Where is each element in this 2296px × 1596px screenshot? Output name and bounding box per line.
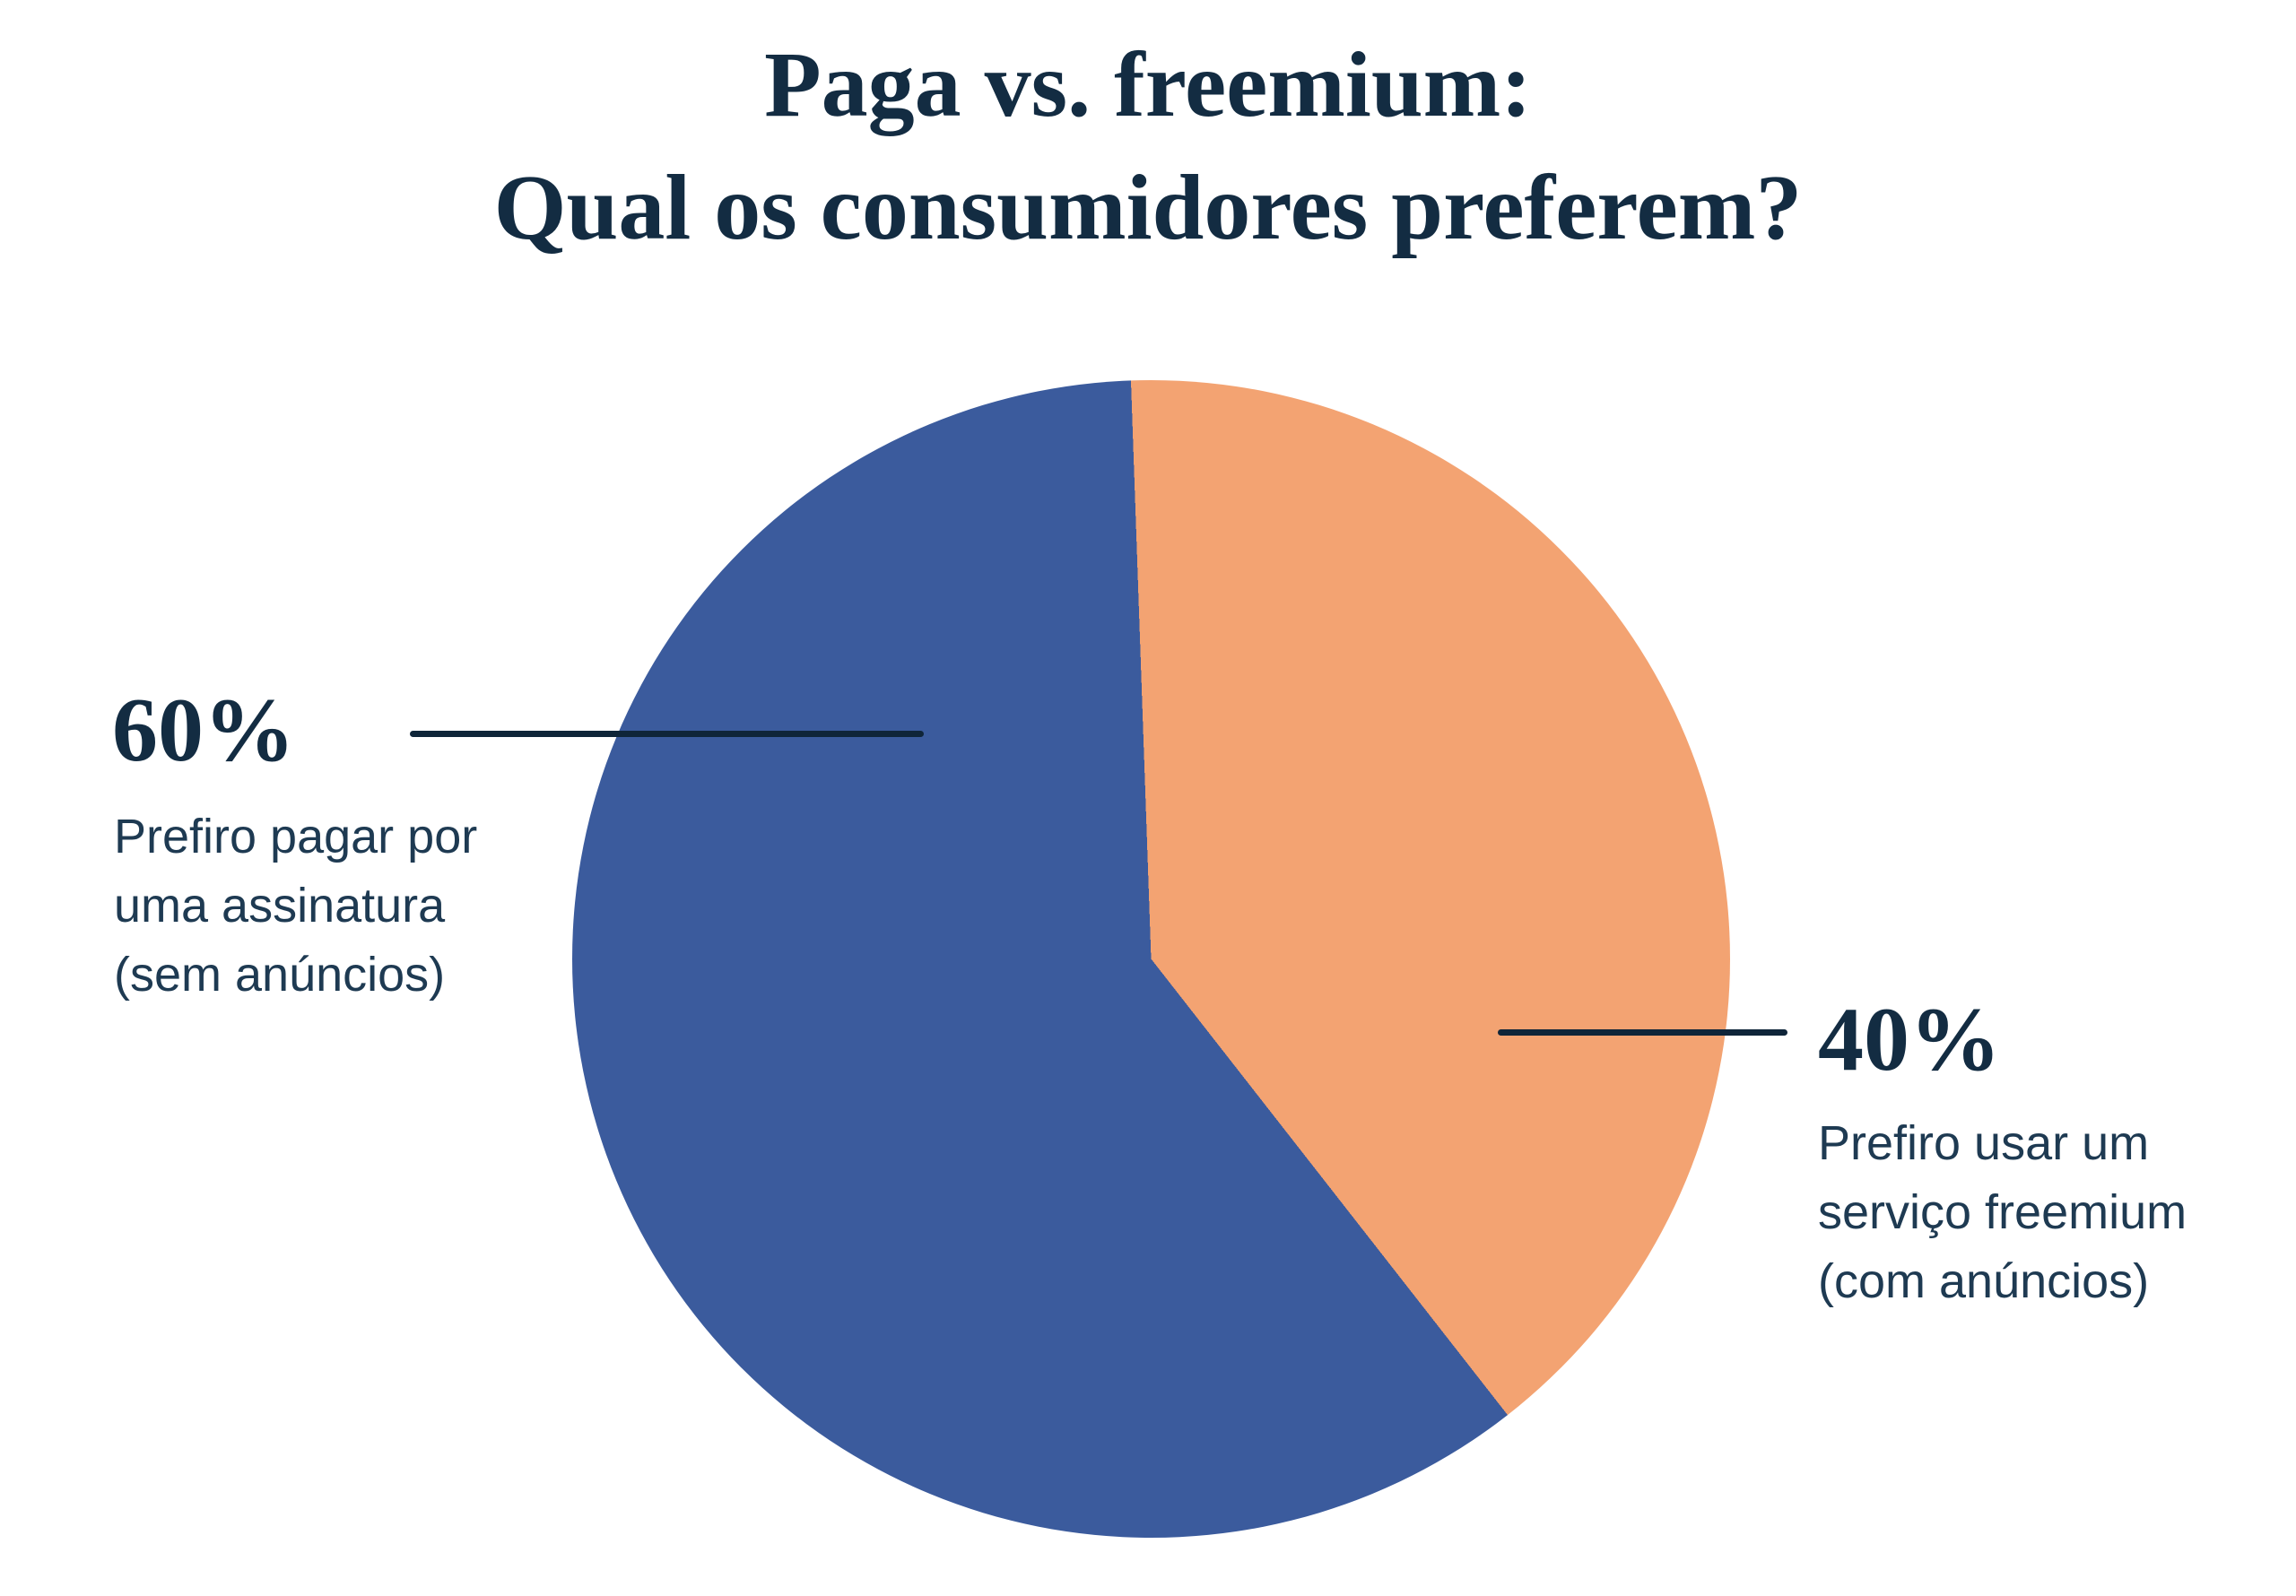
slice-description-60: Prefiro pagar por uma assinatura (sem an…: [114, 802, 477, 1010]
description-line: (com anúncios): [1818, 1254, 2150, 1308]
percent-label-60: 60%: [112, 680, 295, 781]
description-line: Prefiro usar um: [1818, 1116, 2150, 1170]
description-line: Prefiro pagar por: [114, 810, 478, 863]
percent-label-40: 40%: [1818, 989, 2001, 1090]
description-line: (sem anúncios): [114, 948, 446, 1002]
description-line: uma assinatura: [114, 879, 446, 932]
chart-title-line-1: Paga vs. freemium:: [764, 33, 1532, 136]
callout-line-60-percent: [410, 731, 924, 737]
description-line: serviço freemium: [1818, 1185, 2187, 1239]
chart-title: Paga vs. freemium: Qual os consumidores …: [0, 23, 2296, 269]
slice-description-40: Prefiro usar um serviço freemium (com an…: [1818, 1109, 2187, 1316]
chart-title-line-2: Qual os consumidores preferem?: [493, 156, 1803, 259]
callout-line-40-percent: [1498, 1029, 1787, 1036]
pie-chart: [572, 380, 1730, 1538]
